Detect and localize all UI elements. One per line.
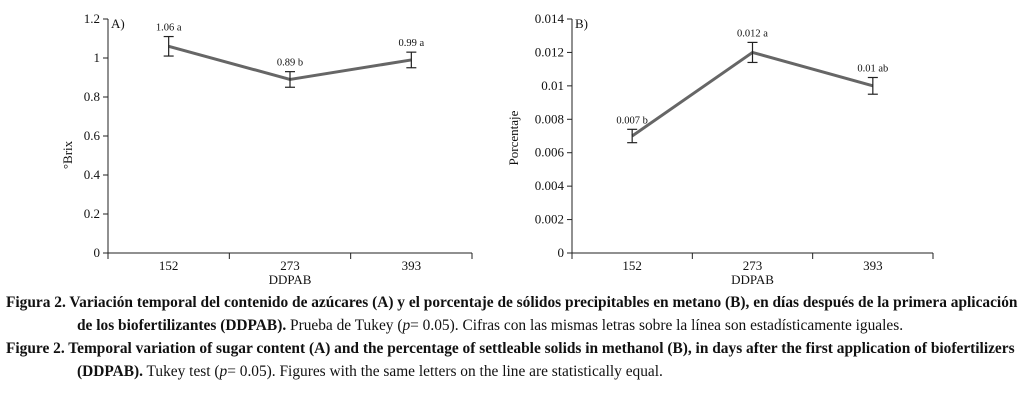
caption-spanish-p: p (402, 317, 411, 334)
chart-b-x-axis-title: DDPAB (731, 272, 774, 287)
chart-a-data-label: 1.06 a (156, 23, 182, 34)
chart-a-y-tick-label: 1.2 (84, 11, 100, 26)
caption-english-post: = 0.05). Figures with the same letters o… (227, 363, 663, 380)
chart-b-x-tick-label: 393 (863, 258, 883, 273)
caption-english: Figure 2. Temporal variation of sugar co… (6, 337, 1026, 383)
chart-a-x-tick-label: 152 (159, 258, 179, 273)
chart-b-data-label: 0.01 ab (857, 64, 888, 75)
chart-b-series-line (631, 50, 874, 138)
caption-spanish: Figura 2. Variación temporal del conteni… (6, 291, 1026, 337)
chart-a-y-tick-label: 0.2 (84, 206, 100, 221)
chart-b-y-tick-label: 0.004 (535, 178, 565, 193)
chart-a-error-bar (406, 51, 417, 69)
caption-english-p: p (219, 363, 228, 380)
chart-b-x-tick-label: 152 (622, 258, 642, 273)
chart-b-error-bar (627, 128, 638, 144)
chart-a: 0 0.2 0.4 0.6 0.8 1 1.2 152 273 393 DDPAB °Brix A) 1.… (60, 11, 473, 287)
figure-charts: 0 0.2 0.4 0.6 0.8 1 1.2 152 273 393 DDPAB °Brix A) 1.… (60, 11, 934, 287)
caption-spanish-pre: Prueba de Tukey ( (286, 317, 403, 334)
chart-b-y-tick-label: 0.014 (535, 11, 565, 26)
chart-b-error-bar (747, 41, 758, 64)
chart-b-y-axis-title: Porcentaje (506, 110, 521, 165)
chart-a-x-axis-title: DDPAB (269, 272, 312, 287)
chart-b-y-tick-label: 0.006 (535, 145, 565, 160)
caption-english-pre: Tukey test ( (142, 363, 220, 380)
figure-captions: Figura 2. Variación temporal del conteni… (6, 291, 1026, 383)
chart-b-x-tick-label: 273 (743, 258, 763, 273)
chart-a-y-tick-label: 0.8 (84, 89, 100, 104)
chart-b-y-tick-label: 0.002 (535, 212, 564, 227)
chart-b-y-tick-label: 0 (558, 245, 565, 260)
chart-a-error-bar (285, 71, 295, 88)
chart-a-y-axis-title: °Brix (60, 140, 75, 169)
chart-b-y-tick-label: 0.008 (535, 111, 564, 126)
chart-a-data-label: 0.99 a (398, 38, 424, 49)
chart-a-panel-label: A) (111, 16, 125, 31)
chart-b-y-tick-label: 0.01 (541, 78, 564, 93)
chart-a-y-tick-label: 0.6 (84, 128, 101, 143)
chart-a-x-tick-label: 393 (402, 258, 422, 273)
chart-b: 0 0.002 0.004 0.006 0.008 0.01 0.012 0.014 152 27… (506, 11, 934, 287)
chart-a-x-tick-label: 273 (280, 258, 300, 273)
chart-a-y-tick-label: 0 (94, 245, 101, 260)
chart-b-data-label: 0.012 a (737, 28, 768, 39)
chart-b-y-tick-label: 0.012 (535, 44, 564, 59)
chart-b-error-bar (867, 76, 878, 95)
chart-a-data-label: 0.89 b (277, 58, 303, 69)
caption-spanish-lead: Figura 2. Variación temporal del conteni… (6, 294, 1018, 334)
chart-b-data-label: 0.007 b (616, 115, 648, 126)
chart-a-error-bar (163, 35, 174, 57)
chart-a-y-tick-label: 1 (94, 50, 101, 65)
caption-english-lead: Figure 2. Temporal variation of sugar co… (6, 340, 1015, 380)
caption-spanish-post: = 0.05). Cifras con las mismas letras so… (410, 317, 904, 334)
chart-b-panel-label: B) (575, 16, 588, 31)
chart-a-y-tick-label: 0.4 (84, 167, 101, 182)
